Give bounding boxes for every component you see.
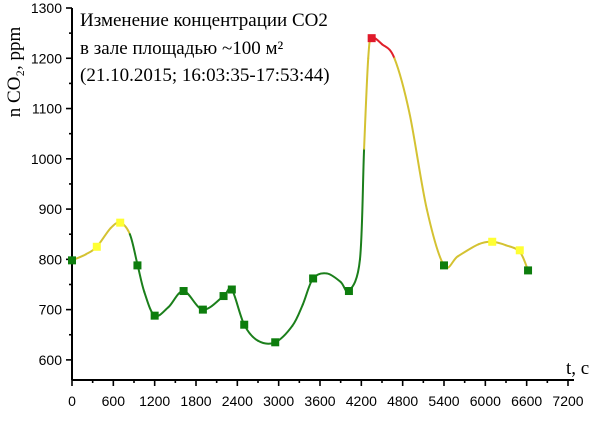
curve-segment [230, 288, 246, 326]
data-point-marker [116, 218, 125, 227]
data-point-marker [524, 266, 533, 275]
data-point-marker [133, 261, 142, 270]
x-tick-label: 5400 [428, 393, 459, 409]
y-axis-label: n CO₂, ppm [4, 27, 25, 118]
x-tick-label: 1200 [139, 393, 170, 409]
y-tick-label: 600 [39, 352, 63, 368]
data-curve [71, 36, 530, 345]
chart-axes: 0 600 1200 1800 2400 3000 3600 4200 4800 5400 6000… [31, 0, 584, 409]
y-tick-label: 700 [39, 302, 63, 318]
x-tick-label: 6600 [511, 393, 542, 409]
curve-segment [425, 208, 445, 267]
data-point-marker [271, 338, 280, 347]
y-tick-label: 900 [39, 201, 63, 217]
data-point-marker [515, 246, 524, 255]
data-point-marker [488, 237, 497, 246]
curve-segment [381, 43, 396, 60]
y-tick-label: 1000 [31, 151, 62, 167]
x-tick-label: 600 [102, 393, 126, 409]
y-tick-label: 1200 [31, 50, 62, 66]
x-tick-label: 7200 [552, 393, 583, 409]
curve-segment [325, 272, 342, 283]
x-tick-label: 3600 [304, 393, 335, 409]
x-tick-label: 4200 [346, 393, 377, 409]
chart-title: Изменение концентрации СО2 в зале площад… [80, 10, 330, 86]
data-point-marker [240, 320, 249, 329]
data-point-marker [150, 311, 159, 320]
x-tick-label: 6000 [470, 393, 501, 409]
data-point-marker [367, 34, 376, 43]
data-point-marker [179, 287, 188, 296]
chart-title-line-1: Изменение концентрации СО2 [80, 10, 328, 31]
curve-segment [456, 243, 480, 258]
curve-segment [128, 233, 139, 266]
y-tick-label: 1100 [32, 101, 62, 117]
chart-title-line-2: в зале площадью ~100 м² [80, 38, 284, 59]
x-tick-label: 2400 [222, 393, 253, 409]
data-point-marker [227, 285, 236, 294]
x-tick-label: 4800 [387, 393, 418, 409]
data-point-marker [198, 305, 207, 314]
curve-segment [358, 147, 366, 261]
data-point-marker [92, 242, 101, 251]
data-point-marker [440, 261, 448, 270]
data-point-marker [219, 292, 228, 301]
x-axis-label: t, c [566, 358, 589, 379]
data-point-marker [344, 287, 353, 296]
x-tick-label: 1800 [180, 393, 211, 409]
curve-segment [347, 258, 361, 293]
y-tick-label: 1300 [31, 0, 62, 16]
x-tick-label: 3000 [263, 393, 294, 409]
x-tick-label: 0 [68, 393, 76, 409]
curve-segment [393, 57, 411, 115]
curve-segment [291, 303, 304, 327]
data-markers [68, 34, 533, 347]
y-tick-label: 800 [39, 251, 63, 267]
curve-segment [408, 112, 428, 211]
data-point-marker [309, 274, 318, 283]
chart-title-line-3: (21.10.2015; 16:03:35-17:53:44) [80, 65, 330, 86]
curve-segment [363, 57, 370, 150]
data-point-marker [68, 256, 76, 265]
